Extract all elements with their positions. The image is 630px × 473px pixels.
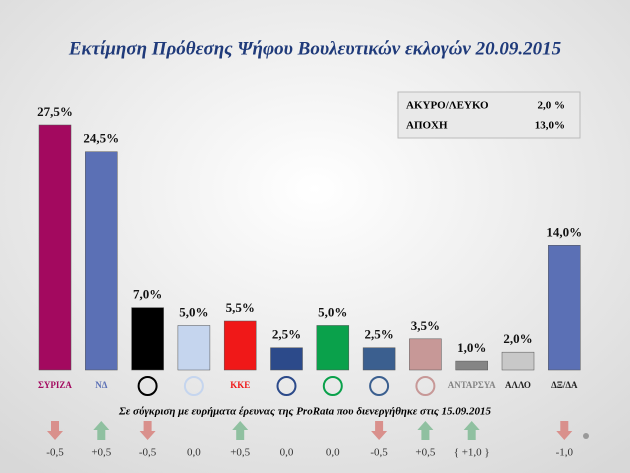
value-label: 24,5% [83, 131, 119, 146]
change-label: { +1,0 } [454, 447, 490, 459]
change-label: -0,5 [370, 447, 388, 459]
party-logo [415, 376, 436, 396]
bar [362, 347, 396, 371]
value-label: 3,5% [411, 318, 440, 333]
value-label: 1,0% [457, 340, 486, 355]
category-label: ΣΥΡΙΖΑ [38, 380, 72, 390]
party-logo [183, 376, 204, 396]
side-value: 2,0 % [538, 100, 566, 112]
side-label: ΑΚΥΡΟ/ΛΕΥΚΟ [406, 100, 489, 112]
change-arrow [556, 421, 573, 440]
category-label: ΔΞ/ΔΑ [551, 380, 578, 390]
bar [316, 325, 350, 371]
value-label: 2,5% [272, 327, 301, 342]
change-label: +0,5 [91, 447, 111, 459]
category-label: ΝΔ [95, 380, 107, 390]
change-label: +0,5 [415, 447, 435, 459]
bar [455, 360, 488, 371]
bar [85, 151, 118, 371]
party-logo [322, 376, 343, 396]
value-label: 2,5% [364, 327, 393, 342]
bar [409, 338, 442, 371]
change-label: 0,0 [326, 447, 340, 459]
change-arrow [417, 421, 434, 440]
value-label: 5,0% [179, 304, 208, 319]
party-logo [137, 376, 158, 396]
bar [548, 245, 581, 371]
bar [501, 351, 535, 371]
value-label: 27,5% [37, 104, 73, 119]
value-label: 2,0% [503, 331, 532, 346]
chart-title: Εκτίμηση Πρόθεσης Ψήφου Βουλευτικών εκλο… [68, 38, 562, 59]
change-label: 0,0 [280, 447, 294, 459]
party-logo [369, 376, 390, 396]
change-arrow [47, 421, 63, 440]
value-label: 7,0% [133, 287, 162, 302]
side-value: 13,0% [535, 120, 565, 132]
bar [270, 347, 303, 371]
change-arrow [463, 421, 480, 440]
change-label: -1,0 [556, 447, 574, 459]
change-arrow [371, 421, 388, 440]
category-label: ΚΚΕ [230, 380, 250, 390]
category-label: ΑΛΛΟ [505, 380, 531, 390]
change-label: -0,5 [139, 447, 157, 459]
bar [131, 307, 164, 371]
change-label: +0,5 [230, 447, 250, 459]
bar [38, 124, 72, 371]
value-label: 14,0% [546, 224, 582, 239]
side-label: ΑΠΟΧΗ [406, 120, 448, 132]
change-arrow [232, 421, 249, 440]
value-label: 5,5% [226, 300, 255, 315]
bar [177, 325, 211, 371]
side-box [397, 91, 581, 139]
bar [223, 320, 257, 371]
category-label: ΑΝΤΑΡΣΥΑ [448, 380, 496, 390]
change-arrow [93, 421, 110, 440]
change-label: 0,0 [187, 447, 201, 459]
change-label: -0,5 [46, 447, 64, 459]
party-logo [276, 376, 297, 396]
value-label: 5,0% [318, 304, 347, 319]
change-arrow [139, 421, 156, 440]
comparison-note: Σε σύγκριση με ευρήματα έρευνας της ProR… [118, 406, 492, 418]
decor [583, 433, 589, 439]
